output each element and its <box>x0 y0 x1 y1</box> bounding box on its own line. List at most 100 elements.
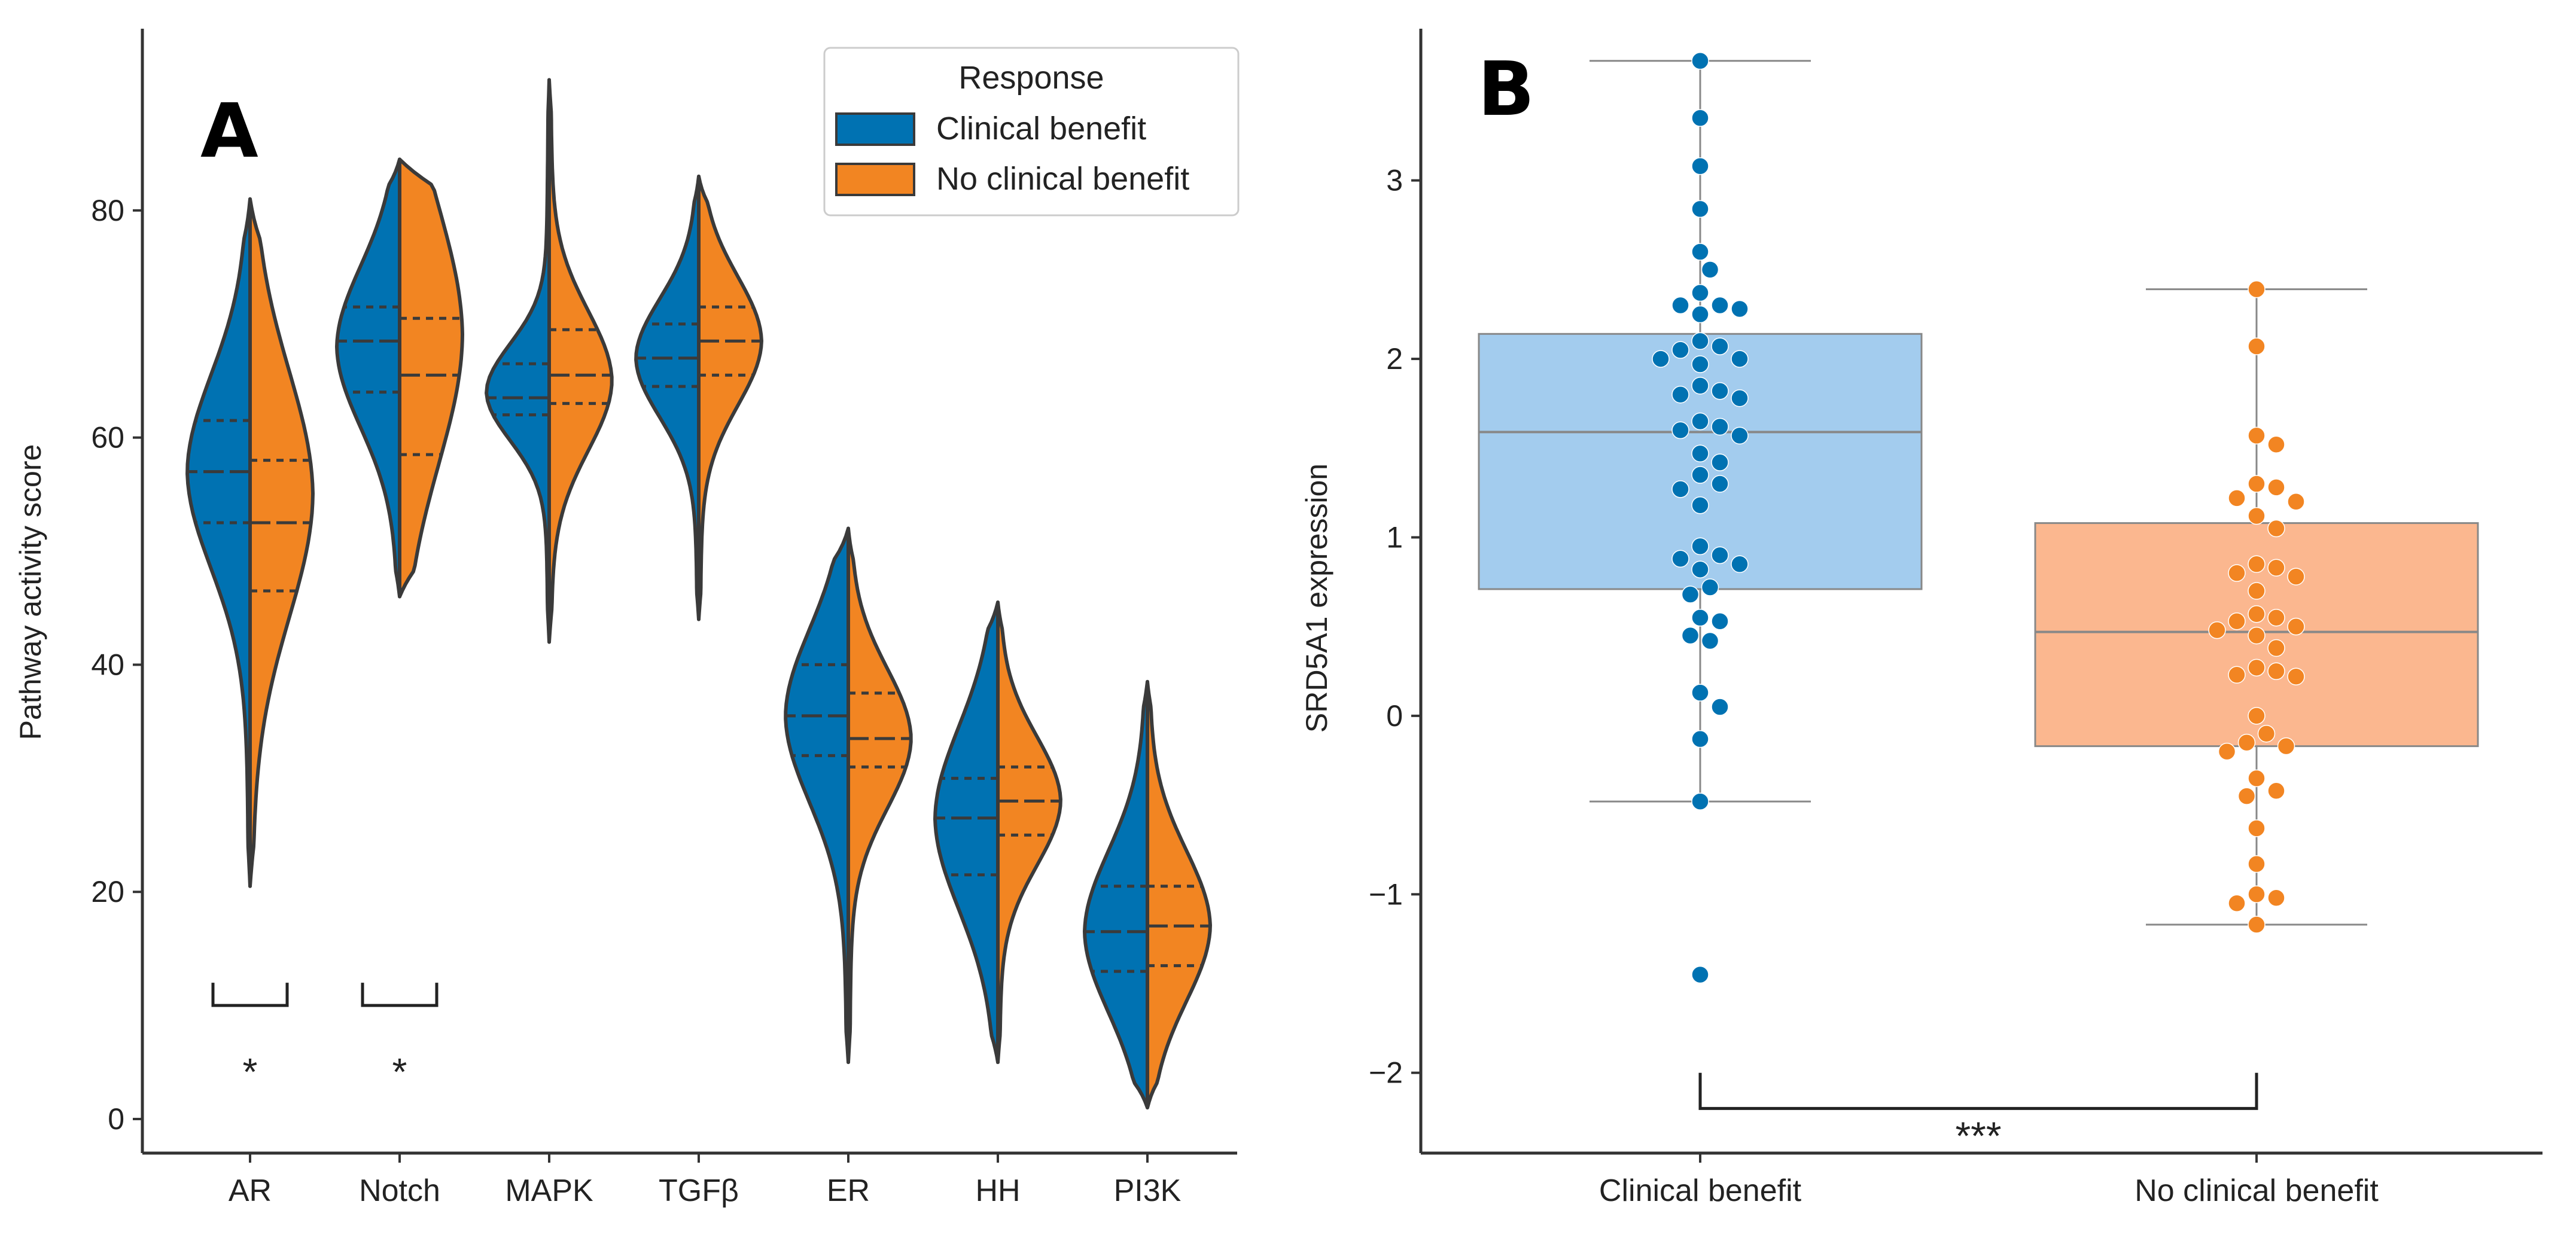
data-point-clinical-benefit <box>1711 417 1729 436</box>
data-point-no-clinical-benefit <box>2267 609 2285 627</box>
legend-title: Response <box>958 60 1104 96</box>
data-point-no-clinical-benefit <box>2287 667 2305 685</box>
data-point-no-clinical-benefit <box>2267 889 2285 907</box>
data-point-no-clinical-benefit <box>2228 666 2246 684</box>
data-point-clinical-benefit <box>1652 350 1670 368</box>
data-point-clinical-benefit <box>1711 698 1729 716</box>
data-point-no-clinical-benefit <box>2248 626 2266 645</box>
x-tick-label-no-clinical-benefit: No clinical benefit <box>2135 1173 2379 1208</box>
data-point-clinical-benefit <box>1711 337 1729 355</box>
data-point-clinical-benefit <box>1711 453 1729 471</box>
data-point-no-clinical-benefit <box>2248 855 2266 873</box>
data-point-clinical-benefit <box>1691 157 1709 175</box>
y-tick-label: 80 <box>91 194 124 227</box>
violin-half-clinical-benefit-pi3k <box>1083 679 1149 1110</box>
data-point-no-clinical-benefit <box>2248 337 2266 355</box>
x-tick-label-ar: AR <box>229 1173 272 1208</box>
violin-half-no-clinical-benefit-pi3k <box>1146 679 1212 1110</box>
panel-letter-a: A <box>200 88 258 175</box>
data-point-clinical-benefit <box>1691 537 1709 556</box>
x-tick-label-clinical-benefit: Clinical benefit <box>1599 1173 1802 1208</box>
y-ticks-b: −2 −1 0 1 2 3 <box>1369 164 1421 1090</box>
data-point-clinical-benefit <box>1691 684 1709 702</box>
data-point-no-clinical-benefit <box>2277 737 2295 755</box>
data-point-no-clinical-benefit <box>2248 658 2266 677</box>
significance-bracket <box>1698 1072 2258 1110</box>
x-tick-label-pi3k: PI3K <box>1114 1173 1182 1208</box>
y-tick-label: 1 <box>1386 520 1403 554</box>
data-point-no-clinical-benefit <box>2248 475 2266 493</box>
data-point-clinical-benefit <box>1671 296 1689 315</box>
data-point-no-clinical-benefit <box>2248 916 2266 934</box>
y-tick-label: 0 <box>108 1102 124 1136</box>
data-point-clinical-benefit <box>1691 560 1709 578</box>
data-point-clinical-benefit <box>1681 586 1700 603</box>
data-point-no-clinical-benefit <box>2267 559 2285 577</box>
data-point-clinical-benefit <box>1691 51 1709 70</box>
data-point-clinical-benefit <box>1671 550 1689 568</box>
data-point-no-clinical-benefit <box>2237 733 2256 752</box>
data-point-clinical-benefit <box>1691 730 1709 748</box>
y-tick-label: 60 <box>91 421 124 455</box>
data-point-no-clinical-benefit <box>2287 493 2305 511</box>
legend-swatch-clinical-benefit <box>835 112 915 146</box>
data-point-no-clinical-benefit <box>2257 724 2276 743</box>
data-point-clinical-benefit <box>1691 200 1709 218</box>
data-point-clinical-benefit <box>1691 355 1709 373</box>
data-point-no-clinical-benefit <box>2267 435 2285 454</box>
data-point-no-clinical-benefit <box>2248 426 2266 445</box>
quartile-lines-layer <box>187 305 1210 973</box>
significance-label-ar: * <box>243 1050 258 1093</box>
data-point-no-clinical-benefit <box>2248 819 2266 837</box>
data-point-clinical-benefit <box>1731 300 1749 318</box>
violin-half-clinical-benefit-ar <box>185 197 252 888</box>
data-point-clinical-benefit <box>1691 444 1709 462</box>
data-point-no-clinical-benefit <box>2208 621 2226 639</box>
panel-letter-b: B <box>1478 46 1534 133</box>
x-tick-label-tgfb: TGFβ <box>659 1173 739 1208</box>
violin-half-clinical-benefit-hh <box>933 600 1000 1065</box>
y-tick-label: 3 <box>1386 164 1403 197</box>
data-point-clinical-benefit <box>1691 283 1709 302</box>
panel-b-box-swarm-chart: −2 −1 0 1 2 3 Clinical benefit No clinical ben… <box>1300 29 2542 1208</box>
data-point-clinical-benefit <box>1701 578 1719 596</box>
data-point-no-clinical-benefit <box>2287 568 2305 586</box>
y-tick-label: 0 <box>1386 699 1403 733</box>
significance-brackets-a: * * <box>211 983 439 1093</box>
data-point-no-clinical-benefit <box>2218 742 2236 761</box>
data-point-clinical-benefit <box>1691 609 1709 627</box>
y-axis-label: Pathway activity score <box>14 444 47 740</box>
data-point-clinical-benefit <box>1671 341 1689 359</box>
data-point-clinical-benefit <box>1691 109 1709 127</box>
data-point-no-clinical-benefit <box>2267 519 2285 538</box>
y-tick-label: 20 <box>91 875 124 908</box>
data-point-no-clinical-benefit <box>2248 885 2266 904</box>
swarm-points-layer <box>1652 51 2305 984</box>
data-point-clinical-benefit <box>1691 965 1709 984</box>
y-axis-label: SRD5A1 expression <box>1300 464 1333 733</box>
data-point-clinical-benefit <box>1711 475 1729 493</box>
x-tick-label-er: ER <box>827 1173 870 1208</box>
data-point-no-clinical-benefit <box>2248 769 2266 788</box>
x-ticks-a: AR Notch MAPK TGFβ ER HH PI3K <box>229 1153 1182 1208</box>
x-tick-label-hh: HH <box>975 1173 1020 1208</box>
violin-half-no-clinical-benefit-notch <box>398 157 464 599</box>
data-point-no-clinical-benefit <box>2248 707 2266 725</box>
legend: Response Clinical benefit No clinical be… <box>823 47 1240 217</box>
violin-half-no-clinical-benefit-mapk <box>547 78 614 644</box>
panel-a-violin-chart: 0 20 40 60 80 AR Notch MAPK TGFβ ER HH PI3K Pathwa… <box>14 29 1240 1208</box>
data-point-clinical-benefit <box>1671 385 1689 404</box>
violin-half-clinical-benefit-mapk <box>485 78 551 644</box>
data-point-no-clinical-benefit <box>2228 489 2246 507</box>
significance-bracket-b: *** <box>1698 1072 2258 1158</box>
data-point-clinical-benefit <box>1691 466 1709 484</box>
data-point-clinical-benefit <box>1711 546 1729 565</box>
y-ticks-a: 0 20 40 60 80 <box>91 194 142 1136</box>
violin-half-no-clinical-benefit-hh <box>996 600 1062 1065</box>
data-point-no-clinical-benefit <box>2267 662 2285 681</box>
data-point-no-clinical-benefit <box>2248 605 2266 623</box>
data-point-no-clinical-benefit <box>2267 639 2285 657</box>
x-tick-label-mapk: MAPK <box>505 1173 593 1208</box>
data-point-clinical-benefit <box>1731 389 1749 407</box>
